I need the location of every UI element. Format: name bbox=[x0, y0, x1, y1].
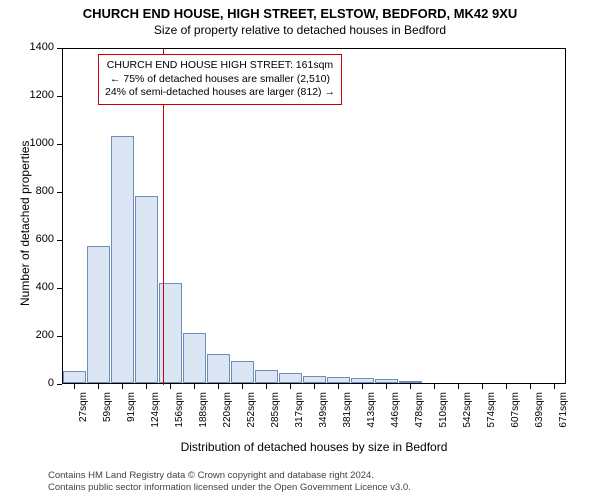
x-tick-label: 349sqm bbox=[318, 392, 329, 442]
footer-line-1: Contains HM Land Registry data © Crown c… bbox=[48, 470, 411, 482]
x-tick-label: 542sqm bbox=[462, 392, 473, 442]
histogram-bar bbox=[111, 136, 134, 383]
histogram-bar bbox=[207, 354, 230, 383]
x-tick-label: 413sqm bbox=[366, 392, 377, 442]
histogram-bar bbox=[135, 196, 158, 383]
x-tick-label: 91sqm bbox=[126, 392, 137, 442]
y-tick-label: 0 bbox=[14, 377, 54, 389]
chart-subtitle: Size of property relative to detached ho… bbox=[0, 21, 600, 37]
footer-text: Contains HM Land Registry data © Crown c… bbox=[48, 470, 411, 495]
x-tick-label: 478sqm bbox=[414, 392, 425, 442]
y-tick-label: 1200 bbox=[14, 89, 54, 101]
x-tick-label: 317sqm bbox=[294, 392, 305, 442]
x-tick-label: 510sqm bbox=[438, 392, 449, 442]
histogram-bar bbox=[399, 381, 422, 383]
x-tick-label: 639sqm bbox=[534, 392, 545, 442]
histogram-bar bbox=[231, 361, 254, 383]
y-axis-label: Number of detached properties bbox=[18, 141, 32, 306]
histogram-bar bbox=[63, 371, 86, 383]
histogram-bar bbox=[351, 378, 374, 383]
x-tick-label: 607sqm bbox=[510, 392, 521, 442]
x-tick-label: 446sqm bbox=[390, 392, 401, 442]
y-tick-label: 1400 bbox=[14, 41, 54, 53]
annotation-line-3: 24% of semi-detached houses are larger (… bbox=[105, 86, 335, 100]
y-tick-label: 200 bbox=[14, 329, 54, 341]
x-tick-label: 252sqm bbox=[246, 392, 257, 442]
x-axis-label: Distribution of detached houses by size … bbox=[62, 440, 566, 454]
x-tick-label: 285sqm bbox=[270, 392, 281, 442]
x-tick-label: 59sqm bbox=[102, 392, 113, 442]
histogram-bar bbox=[87, 246, 110, 383]
x-tick-label: 381sqm bbox=[342, 392, 353, 442]
chart-title: CHURCH END HOUSE, HIGH STREET, ELSTOW, B… bbox=[0, 0, 600, 21]
x-tick-label: 124sqm bbox=[150, 392, 161, 442]
histogram-bar bbox=[183, 333, 206, 383]
x-tick-label: 671sqm bbox=[558, 392, 569, 442]
histogram-bar bbox=[327, 377, 350, 383]
footer-line-2: Contains public sector information licen… bbox=[48, 482, 411, 494]
x-tick-label: 188sqm bbox=[198, 392, 209, 442]
x-tick-label: 574sqm bbox=[486, 392, 497, 442]
histogram-bar bbox=[255, 370, 278, 383]
chart-container: CHURCH END HOUSE, HIGH STREET, ELSTOW, B… bbox=[0, 0, 600, 500]
x-tick-label: 27sqm bbox=[78, 392, 89, 442]
x-tick-label: 156sqm bbox=[174, 392, 185, 442]
histogram-bar bbox=[279, 373, 302, 383]
annotation-line-1: CHURCH END HOUSE HIGH STREET: 161sqm bbox=[105, 59, 335, 73]
x-tick-label: 220sqm bbox=[222, 392, 233, 442]
histogram-bar bbox=[303, 376, 326, 383]
histogram-bar bbox=[375, 379, 398, 383]
annotation-line-2: ← 75% of detached houses are smaller (2,… bbox=[105, 73, 335, 87]
annotation-box: CHURCH END HOUSE HIGH STREET: 161sqm ← 7… bbox=[98, 54, 342, 105]
